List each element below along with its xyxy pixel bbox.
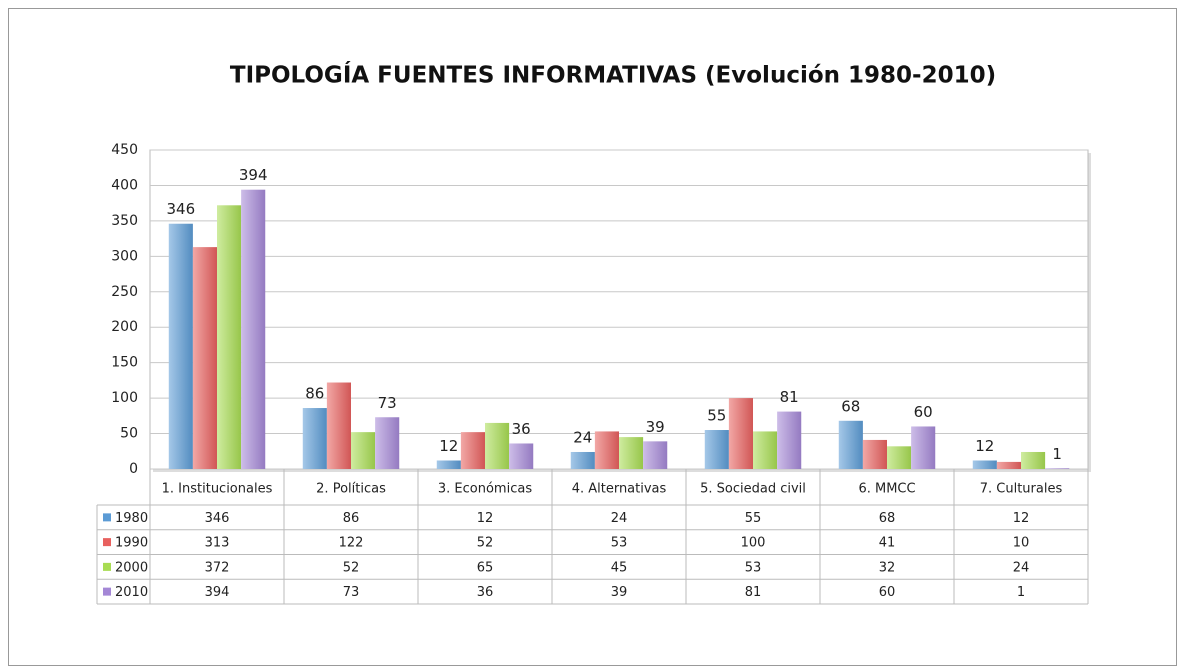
table-cell: 86 (343, 511, 360, 526)
bar (1045, 468, 1070, 469)
legend-swatch (103, 513, 111, 522)
x-tick-label: 2. Políticas (316, 482, 386, 497)
y-tick-label: 350 (111, 213, 138, 229)
table-cell: 45 (611, 560, 628, 575)
bar (241, 189, 266, 469)
data-label: 73 (378, 394, 397, 412)
table-cell: 12 (477, 511, 494, 526)
y-tick-label: 250 (111, 284, 138, 300)
bar (704, 430, 729, 469)
y-tick-label: 50 (120, 426, 138, 442)
table-cell: 68 (879, 511, 896, 526)
bar (643, 441, 668, 469)
bar (728, 398, 753, 469)
table-cell: 81 (745, 585, 762, 600)
data-label: 12 (439, 437, 458, 455)
table-cell: 346 (205, 511, 230, 526)
y-tick-label: 150 (111, 355, 138, 371)
y-tick-label: 450 (111, 142, 138, 158)
table-cell: 36 (477, 585, 494, 600)
bar (887, 446, 912, 469)
table-cell: 10 (1013, 536, 1030, 551)
bar (485, 422, 510, 469)
table-cell: 53 (611, 536, 628, 551)
legend-label: 1990 (115, 536, 148, 551)
table-cell: 12 (1013, 511, 1030, 526)
bar (351, 432, 376, 469)
table-cell: 52 (477, 536, 494, 551)
y-tick-label: 300 (111, 248, 138, 264)
legend-label: 2000 (115, 560, 148, 575)
plot-area (149, 149, 1089, 470)
data-label: 55 (707, 407, 726, 425)
x-tick-label: 5. Sociedad civil (700, 482, 806, 497)
table-cell: 73 (343, 585, 360, 600)
x-tick-label: 7. Culturales (980, 482, 1063, 497)
bar (460, 432, 485, 469)
legend-label: 2010 (115, 585, 148, 600)
legend-swatch (103, 538, 111, 547)
data-label: 60 (914, 403, 933, 421)
bar (326, 382, 351, 469)
table-cell: 372 (205, 560, 230, 575)
data-label: 394 (239, 166, 268, 184)
table-cell: 122 (339, 536, 364, 551)
y-tick-label: 100 (111, 390, 138, 406)
y-tick-label: 400 (111, 177, 138, 193)
data-label: 24 (573, 428, 592, 446)
table-cell: 1 (1017, 585, 1025, 600)
data-label: 81 (780, 388, 799, 406)
bar (192, 247, 217, 469)
table-cell: 65 (477, 560, 494, 575)
bar (168, 223, 193, 469)
table-cell: 24 (611, 511, 628, 526)
bar (972, 460, 997, 469)
x-tick-label: 4. Alternativas (572, 482, 667, 497)
table-cell: 41 (879, 536, 896, 551)
data-label: 12 (975, 437, 994, 455)
bar (862, 439, 887, 469)
legend-swatch (103, 587, 111, 596)
bar (911, 426, 936, 469)
chart-title: TIPOLOGÍA FUENTES INFORMATIVAS (Evolució… (230, 61, 996, 89)
data-label: 86 (305, 385, 324, 403)
bar (996, 461, 1021, 469)
bar (436, 460, 461, 469)
bar (217, 205, 242, 469)
bar (777, 411, 802, 469)
data-label: 39 (646, 418, 665, 436)
x-tick-label: 1. Institucionales (162, 482, 273, 497)
table-cell: 394 (205, 585, 230, 600)
table-cell: 39 (611, 585, 628, 600)
legend-swatch (103, 562, 111, 571)
bar (302, 408, 327, 469)
bar (619, 437, 644, 469)
y-tick-label: 200 (111, 319, 138, 335)
table-cell: 60 (879, 585, 896, 600)
table-cell: 100 (741, 536, 766, 551)
bar (753, 431, 778, 469)
bar (570, 451, 595, 469)
bar (375, 417, 400, 469)
data-label: 36 (512, 420, 531, 438)
table-cell: 32 (879, 560, 896, 575)
legend-label: 1980 (115, 511, 148, 526)
data-label: 346 (166, 200, 195, 218)
table-cell: 53 (745, 560, 762, 575)
x-tick-label: 3. Económicas (438, 482, 532, 497)
table-cell: 24 (1013, 560, 1030, 575)
table-cell: 313 (205, 536, 230, 551)
data-label: 1 (1052, 445, 1062, 463)
bar (509, 443, 534, 469)
table-cell: 52 (343, 560, 360, 575)
bar (1021, 451, 1046, 469)
y-tick-label: 0 (129, 461, 138, 477)
x-tick-label: 6. MMCC (858, 482, 915, 497)
data-label: 68 (841, 397, 860, 415)
bar (594, 431, 619, 469)
bar (838, 420, 863, 469)
table-cell: 55 (745, 511, 762, 526)
